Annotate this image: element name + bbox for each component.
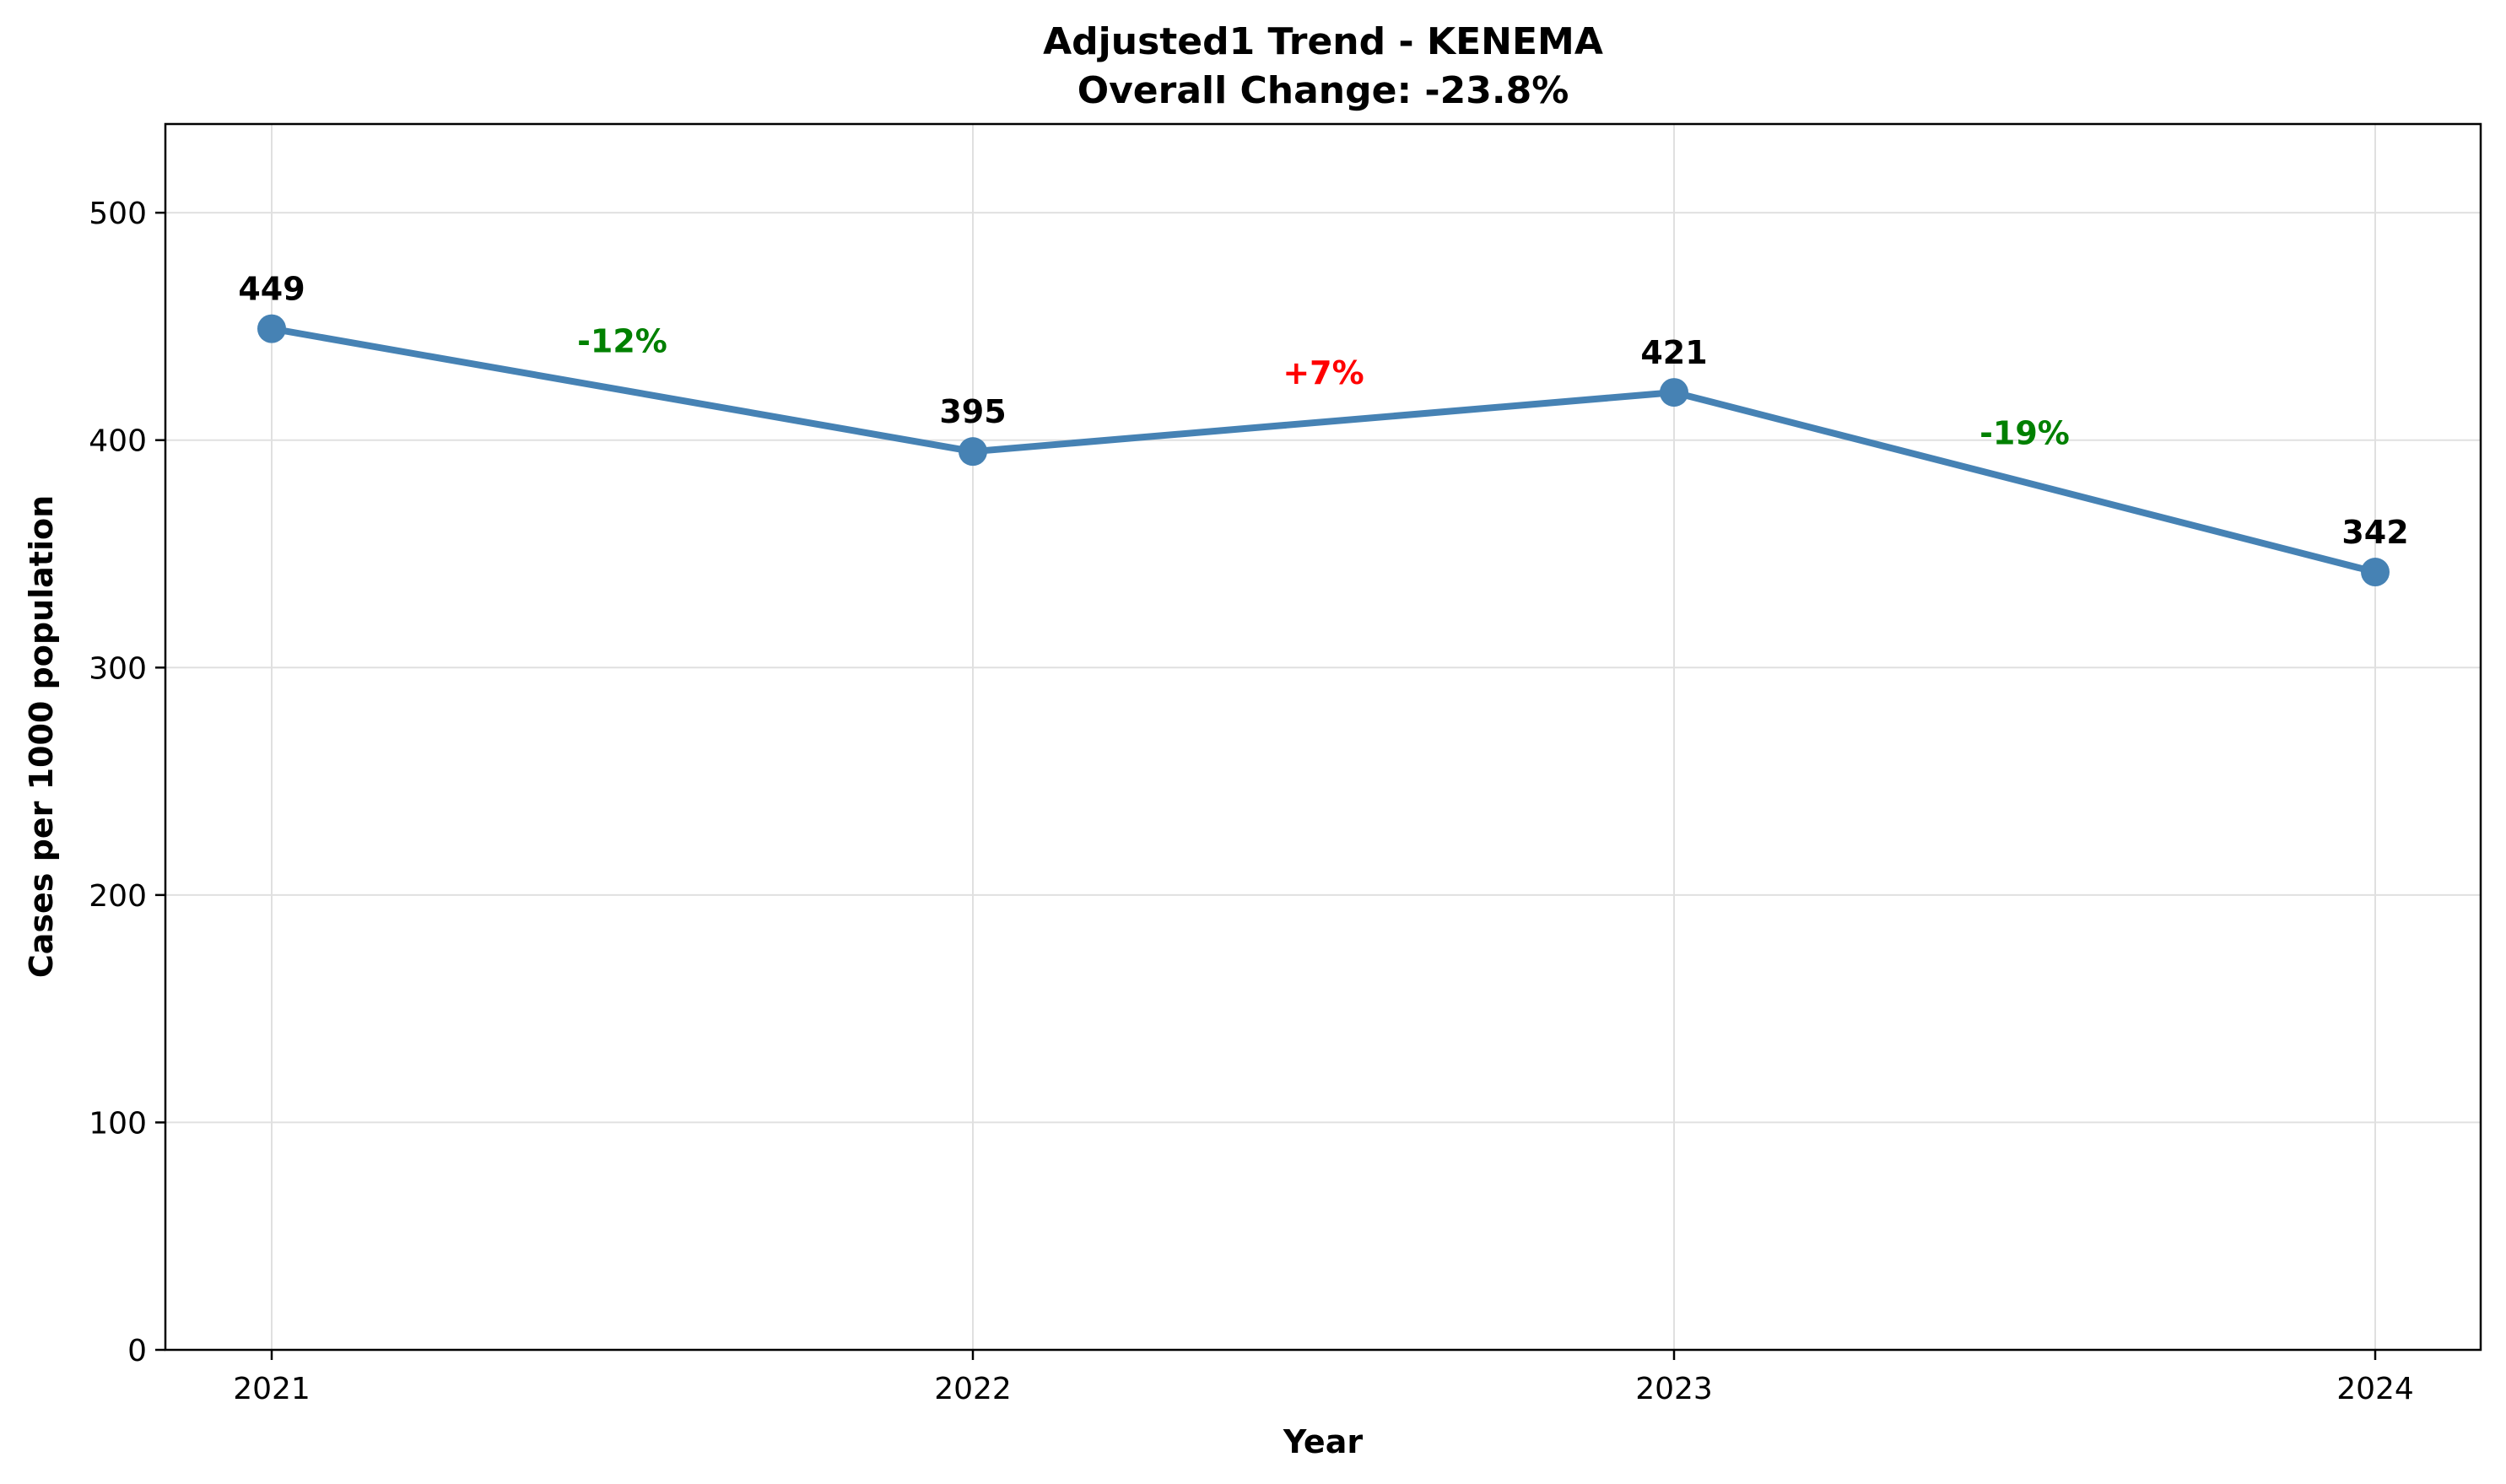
- series-layer: [257, 314, 2390, 587]
- chart-subtitle: Overall Change: -23.8%: [1077, 69, 1569, 112]
- x-tick-label: 2023: [1635, 1372, 1713, 1406]
- y-axis-label: Cases per 1000 population: [23, 495, 60, 978]
- tick-layer: 0 100 200 300 400 500 2021 2022 2023 2024: [89, 197, 2414, 1406]
- data-point: [959, 437, 987, 467]
- grid-layer: [165, 124, 2481, 1351]
- data-label: 421: [1640, 334, 1707, 371]
- y-tick-label: 500: [89, 197, 147, 231]
- data-point: [1660, 378, 1688, 407]
- plot-frame: [164, 122, 2482, 1352]
- series-line: [268, 325, 2379, 576]
- label-layer: 449 395 421 342 -12% +7% -19%: [238, 271, 2408, 551]
- data-point: [257, 314, 286, 343]
- data-label: 395: [939, 393, 1006, 430]
- data-label: 449: [238, 271, 305, 308]
- data-point: [2361, 558, 2390, 587]
- data-label: 342: [2341, 514, 2408, 551]
- y-tick-label: 100: [89, 1106, 147, 1141]
- y-tick-label: 0: [127, 1334, 147, 1368]
- x-tick-label: 2022: [934, 1372, 1012, 1406]
- change-annotation: -12%: [577, 322, 667, 359]
- change-annotation: +7%: [1283, 354, 1364, 391]
- y-tick-label: 200: [89, 879, 147, 914]
- change-annotation: -19%: [1979, 415, 2070, 452]
- x-tick-label: 2024: [2336, 1372, 2414, 1406]
- y-tick-label: 400: [89, 424, 147, 459]
- x-tick-label: 2021: [233, 1372, 311, 1406]
- x-axis-label: Year: [1283, 1423, 1363, 1460]
- y-tick-label: 300: [89, 651, 147, 686]
- chart-title: Adjusted1 Trend - KENEMA: [1043, 20, 1603, 63]
